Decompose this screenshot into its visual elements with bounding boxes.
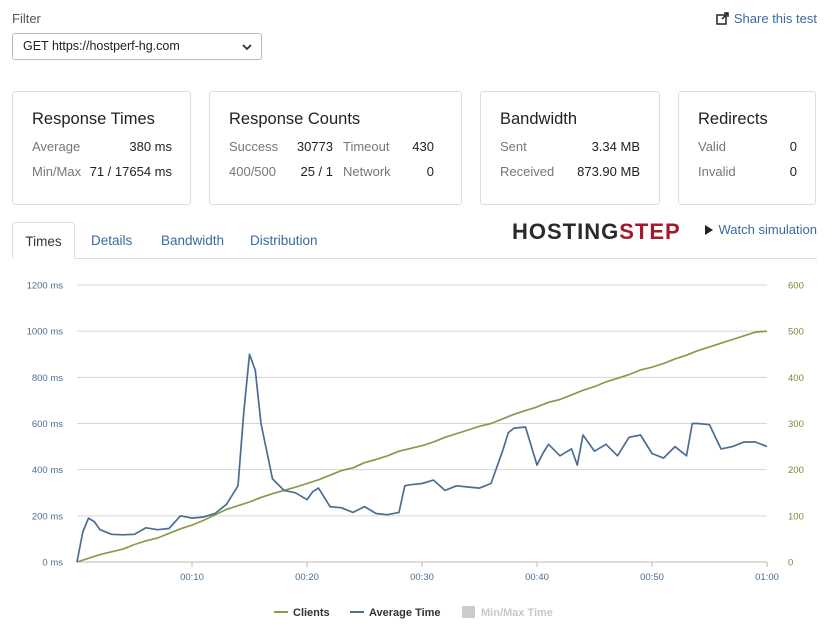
watch-simulation-label: Watch simulation — [718, 222, 818, 237]
received-value: 873.90 MB — [577, 164, 640, 179]
series-line-clients — [76, 330, 768, 563]
sent-value: 3.34 MB — [591, 139, 640, 154]
chevron-down-icon — [242, 44, 252, 51]
y-right-tick-label: 300 — [788, 419, 804, 430]
y-left-tick-label: 0 ms — [42, 558, 63, 569]
y-right-tick-label: 400 — [788, 373, 804, 384]
timeout-label: Timeout — [343, 139, 390, 154]
valid-label: Valid — [698, 139, 726, 154]
x-tick-label: 00:20 — [295, 572, 319, 583]
series-line-average-time — [76, 353, 768, 563]
card-title: Redirects — [698, 110, 768, 128]
play-icon — [704, 224, 713, 235]
tab-details[interactable]: Details — [91, 233, 133, 248]
y-left-tick-label: 200 ms — [32, 511, 63, 522]
x-tick-label: 00:10 — [180, 572, 204, 583]
filter-select[interactable]: GET https://hostperf-hg.com — [12, 33, 262, 60]
legend-label: Min/Max Time — [481, 607, 553, 619]
x-tick-label: 00:30 — [410, 572, 434, 583]
response-time-chart: 0 ms 0 200 ms 100 400 ms 200 600 ms 300 800 ms 40… — [27, 281, 804, 620]
hostingstep-logo: HOSTINGSTEP — [512, 219, 681, 245]
share-label: Share this test — [733, 11, 817, 26]
card-title: Response Times — [32, 110, 155, 128]
status-400-500-label: 400/500 — [229, 164, 276, 179]
watch-simulation-link[interactable]: Watch simulation — [704, 222, 818, 237]
share-link[interactable]: Share this test — [716, 11, 817, 26]
y-right-tick-label: 0 — [788, 558, 793, 569]
response-times-card: Response Times Average 380 ms Min/Max 71… — [12, 91, 191, 205]
y-left-tick-label: 400 ms — [32, 465, 63, 476]
logo-main-text: HOSTING — [512, 219, 620, 244]
average-label: Average — [32, 139, 81, 154]
timeout-value: 430 — [412, 139, 434, 154]
y-left-tick-label: 1000 ms — [27, 327, 64, 338]
filter-label: Filter — [12, 11, 41, 26]
redirects-card: Redirects Valid 0 Invalid 0 — [678, 91, 816, 205]
invalid-label: Invalid — [698, 164, 736, 179]
response-counts-card: Response Counts Success 30773 Timeout 43… — [209, 91, 462, 205]
filter-selected-value: GET https://hostperf-hg.com — [23, 39, 180, 53]
share-icon — [716, 12, 729, 25]
success-value: 30773 — [296, 139, 333, 154]
average-value: 380 ms — [129, 139, 172, 154]
y-left-tick-label: 1200 ms — [27, 281, 64, 292]
bandwidth-card: Bandwidth Sent 3.34 MB Received 873.90 M… — [480, 91, 660, 205]
legend-label: Average Time — [369, 607, 441, 619]
tab-times[interactable]: Times — [12, 222, 75, 259]
sent-label: Sent — [500, 139, 527, 154]
network-label: Network — [343, 164, 391, 179]
x-tick-label: 00:40 — [525, 572, 549, 583]
y-right-tick-label: 100 — [788, 511, 804, 522]
tab-bandwidth[interactable]: Bandwidth — [161, 233, 225, 248]
y-right-tick-label: 500 — [788, 327, 804, 338]
tab-distribution[interactable]: Distribution — [250, 233, 318, 248]
logo-accent-text: STEP — [619, 219, 681, 244]
invalid-value: 0 — [789, 164, 797, 179]
status-400-500-value: 25 / 1 — [300, 164, 333, 179]
tab-underline — [12, 258, 817, 259]
x-tick-label: 01:00 — [755, 572, 779, 583]
valid-value: 0 — [789, 139, 797, 154]
x-tick-label: 00:50 — [640, 572, 664, 583]
minmax-value: 71 / 17654 ms — [89, 164, 172, 179]
legend-swatch — [462, 606, 475, 618]
legend-label: Clients — [293, 607, 330, 619]
y-left-tick-label: 600 ms — [32, 419, 63, 430]
y-left-tick-label: 800 ms — [32, 373, 63, 384]
y-right-tick-label: 200 — [788, 465, 804, 476]
network-value: 0 — [426, 164, 434, 179]
received-label: Received — [500, 164, 555, 179]
success-label: Success — [229, 139, 279, 154]
card-title: Bandwidth — [500, 110, 578, 128]
y-right-tick-label: 600 — [788, 281, 804, 292]
minmax-label: Min/Max — [32, 164, 82, 179]
card-title: Response Counts — [229, 110, 361, 128]
